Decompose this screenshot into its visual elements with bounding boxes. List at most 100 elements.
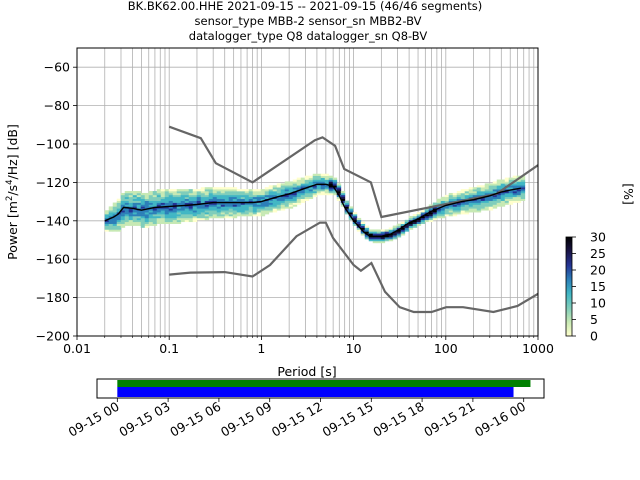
ppsd-cell	[164, 214, 170, 217]
ppsd-cell	[120, 212, 126, 215]
ppsd-cell	[108, 225, 114, 228]
mean-line	[104, 183, 521, 237]
ppsd-cell	[500, 204, 506, 207]
ppsd-cell	[192, 200, 198, 203]
ppsd-cell	[244, 189, 250, 192]
ppsd-cell	[264, 192, 270, 196]
ppsd-cell	[264, 202, 270, 205]
ppsd-cell	[300, 179, 306, 182]
ppsd-cell	[360, 225, 366, 228]
ppsd-cell	[304, 175, 310, 178]
ppsd-cell	[356, 221, 362, 224]
ppsd-cell	[136, 216, 142, 219]
ppsd-cell	[284, 200, 290, 203]
ppsd-cell	[116, 202, 122, 205]
ppsd-cell	[380, 231, 386, 234]
ppsd-cell	[148, 217, 154, 221]
ppsd-cell	[268, 185, 274, 188]
ppsd-cell	[484, 191, 490, 194]
ppsd-cell	[476, 210, 482, 213]
ppsd-cell	[456, 204, 462, 207]
ppsd-cell	[124, 223, 130, 226]
ppsd-cell	[504, 192, 510, 196]
ppsd-cell	[444, 208, 450, 211]
ppsd-cell	[412, 221, 418, 224]
ppsd-cell	[388, 229, 394, 232]
ppsd-cell	[128, 216, 134, 219]
ppsd-cell	[196, 206, 202, 209]
ppsd-cell	[108, 223, 114, 226]
y-tick-label: −200	[36, 329, 70, 344]
ppsd-cell	[496, 185, 502, 188]
ppsd-cell	[408, 221, 414, 224]
ppsd-cell	[184, 216, 190, 219]
ppsd-cell	[128, 192, 134, 196]
ppsd-cell	[248, 204, 254, 207]
ppsd-cell	[320, 175, 326, 178]
ppsd-cell	[440, 206, 446, 209]
ppsd-cell	[212, 206, 218, 209]
ppsd-cell	[292, 189, 298, 192]
ppsd-cell	[140, 214, 146, 217]
ppsd-cell	[176, 210, 182, 213]
ppsd-cell	[408, 227, 414, 230]
ppsd-cell	[128, 210, 134, 213]
ppsd-cell	[160, 216, 166, 219]
ppsd-cell	[260, 208, 266, 211]
ppsd-cell	[472, 194, 478, 198]
ppsd-cell	[516, 179, 522, 182]
x-axis-label: Period [s]	[277, 364, 336, 379]
ppsd-cell	[360, 231, 366, 234]
ppsd-cell	[396, 231, 402, 234]
ppsd-cell	[464, 212, 470, 215]
x-axis-ticks: 0.01 0.1 1 10 100 1000	[63, 336, 554, 356]
ppsd-cell	[340, 191, 346, 194]
ppsd-cell	[260, 198, 266, 201]
ppsd-cell	[476, 206, 482, 209]
ppsd-cell	[252, 206, 258, 209]
ppsd-cell	[272, 187, 278, 190]
x-tick-label: 1000	[522, 341, 554, 356]
ppsd-cell	[512, 200, 518, 203]
ppsd-cell	[488, 198, 494, 201]
ppsd-cell	[144, 194, 150, 198]
ppsd-cell	[216, 212, 222, 215]
ppsd-cell	[220, 206, 226, 209]
ppsd-cell	[304, 185, 310, 188]
ppsd-cell	[448, 210, 454, 213]
ppsd-cell	[276, 202, 282, 205]
ppsd-cell	[212, 202, 218, 205]
ppsd-cell	[420, 216, 426, 219]
ppsd-cell	[264, 196, 270, 200]
ppsd-cell	[176, 212, 182, 215]
ppsd-cell	[396, 227, 402, 230]
ppsd-cell	[376, 229, 382, 232]
noise-models	[168, 125, 538, 314]
ppsd-cell	[148, 212, 154, 215]
ppsd-cell	[284, 204, 290, 207]
ppsd-cell	[228, 189, 234, 192]
ppsd-cell	[504, 181, 510, 184]
ppsd-cell	[364, 229, 370, 232]
ppsd-cell	[316, 192, 322, 196]
ppsd-cell	[244, 202, 250, 205]
ppsd-cell	[188, 217, 194, 221]
ppsd-cell	[240, 196, 246, 200]
ppsd-cell	[164, 206, 170, 209]
ppsd-cell	[280, 183, 286, 186]
ppsd-cell	[232, 192, 238, 196]
y-tick-label: −120	[36, 175, 70, 190]
ppsd-cell	[444, 210, 450, 213]
ppsd-cell	[148, 198, 154, 201]
ppsd-cell	[284, 181, 290, 184]
ppsd-cell	[124, 192, 130, 196]
ppsd-cell	[500, 181, 506, 184]
ppsd-cell	[152, 194, 158, 198]
ppsd-cell	[224, 198, 230, 201]
ppsd-cell	[416, 223, 422, 226]
ppsd-cell	[260, 194, 266, 198]
ppsd-cell	[316, 179, 322, 182]
ppsd-cell	[352, 216, 358, 219]
ppsd-cell	[104, 221, 110, 224]
ppsd-cell	[428, 219, 434, 223]
